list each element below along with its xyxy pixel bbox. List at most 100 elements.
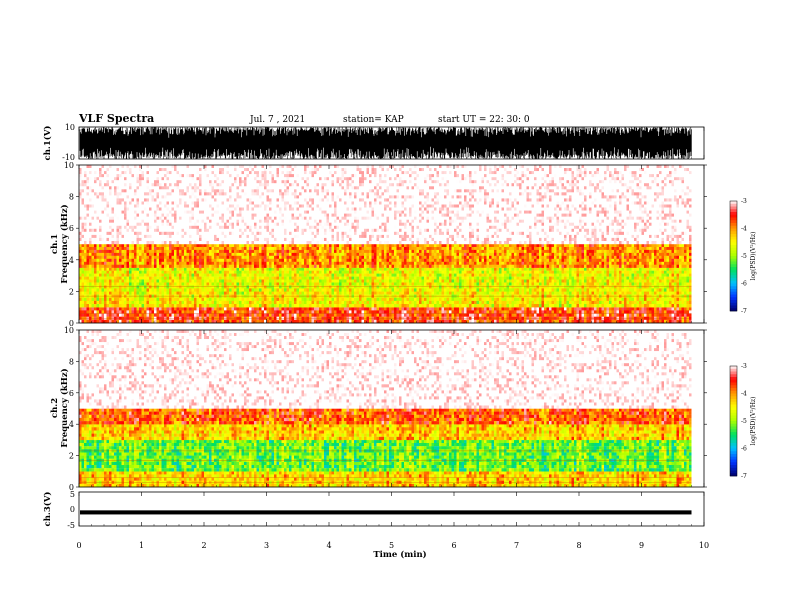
spectrogram-cell — [317, 183, 320, 186]
spectrogram-cell — [174, 202, 177, 205]
spectrogram-cell — [147, 265, 150, 268]
spectrogram-cell — [79, 238, 82, 241]
spectrogram-cell — [99, 165, 102, 168]
spectrogram-cell — [92, 304, 95, 307]
spectrogram-cell — [174, 226, 177, 229]
spectrogram-cell — [109, 226, 112, 229]
spectrogram-cell — [172, 314, 175, 317]
spectrogram-cell — [269, 247, 272, 250]
spectrogram-cell — [129, 253, 132, 256]
spectrogram-cell — [129, 238, 132, 241]
spectrogram-cell — [247, 247, 250, 250]
spectrogram-cell — [104, 307, 107, 310]
spectrogram-cell — [104, 198, 107, 201]
spectrogram-cell — [187, 202, 190, 205]
spectrogram-cell — [149, 235, 152, 238]
spectrogram-cell — [249, 259, 252, 262]
spectrogram-cell — [279, 286, 282, 289]
spectrogram-cell — [122, 214, 125, 217]
spectrogram-cell — [207, 238, 210, 241]
spectrogram-cell — [294, 177, 297, 180]
spectrogram-cell — [239, 232, 242, 235]
spectrogram-cell — [197, 186, 200, 189]
spectrogram-cell — [244, 195, 247, 198]
spectrogram-cell — [227, 217, 230, 220]
spectrogram-cell — [302, 198, 305, 201]
spectrogram-cell — [94, 253, 97, 256]
spectrogram-cell — [207, 262, 210, 265]
spectrogram-cell — [167, 238, 170, 241]
spectrogram-cell — [147, 238, 150, 241]
spectrogram-cell — [272, 238, 275, 241]
spectrogram-cell — [129, 226, 132, 229]
spectrogram-cell — [92, 244, 95, 247]
spectrogram-cell — [192, 304, 195, 307]
spectrogram-cell — [302, 314, 305, 317]
spectrogram-cell — [104, 174, 107, 177]
spectrogram-cell — [312, 244, 315, 247]
spectrogram-cell — [262, 195, 265, 198]
spectrogram-cell — [194, 202, 197, 205]
spectrogram-cell — [269, 174, 272, 177]
spectrogram-cell — [119, 265, 122, 268]
spectrogram-cell — [79, 186, 82, 189]
spectrogram-cell — [192, 171, 195, 174]
spectrogram-cell — [107, 198, 110, 201]
spectrogram-cell — [312, 271, 315, 274]
spectrogram-cell — [144, 171, 147, 174]
spectrogram-cell — [224, 283, 227, 286]
spectrogram-cell — [164, 202, 167, 205]
spectrogram-cell — [304, 262, 307, 265]
spectrogram-cell — [217, 223, 220, 226]
spectrogram-cell — [264, 202, 267, 205]
spectrogram-cell — [202, 232, 205, 235]
spectrogram-cell — [217, 288, 220, 291]
spectrogram-cell — [277, 253, 280, 256]
spectrogram-cell — [269, 171, 272, 174]
spectrogram-cell — [107, 171, 110, 174]
spectrogram-cell — [112, 238, 115, 241]
spectrogram-cell — [239, 229, 242, 232]
spectrogram-cell — [242, 183, 245, 186]
spectrogram-cell — [237, 192, 240, 195]
spectrogram-cell — [189, 280, 192, 283]
spectrogram-cell — [289, 314, 292, 317]
spectrogram-cell — [189, 256, 192, 259]
spectrogram-cell — [182, 229, 185, 232]
spectrogram-cell — [204, 214, 207, 217]
spectrogram-cell — [269, 223, 272, 226]
spectrogram-cell — [207, 183, 210, 186]
spectrogram-cell — [87, 256, 90, 259]
spectrogram-cell — [184, 286, 187, 289]
spectrogram-cell — [149, 286, 152, 289]
spectrogram-cell — [102, 271, 105, 274]
spectrogram-cell — [317, 198, 320, 201]
spectrogram-cell — [114, 274, 117, 277]
spectrogram-cell — [99, 235, 102, 238]
spectrogram-cell — [124, 208, 127, 211]
spectrogram-cell — [222, 301, 225, 304]
spectrogram-cell — [189, 214, 192, 217]
spectrogram-cell — [232, 262, 235, 265]
spectrogram-cell — [202, 217, 205, 220]
spectrogram-cell — [229, 244, 232, 247]
spectrogram-cell — [209, 214, 212, 217]
spectrogram-cell — [112, 298, 115, 301]
spectrogram-cell — [187, 165, 190, 168]
spectrogram-cell — [129, 177, 132, 180]
spectrogram-cell — [104, 192, 107, 195]
spectrogram-cell — [234, 253, 237, 256]
spectrogram-cell — [244, 192, 247, 195]
spectrogram-cell — [154, 250, 157, 253]
spectrogram-cell — [284, 238, 287, 241]
spectrogram-cell — [247, 171, 250, 174]
spectrogram-cell — [299, 298, 302, 301]
spectrogram-cell — [259, 307, 262, 310]
spectrogram-cell — [312, 229, 315, 232]
spectrogram-cell — [87, 271, 90, 274]
spectrogram-cell — [317, 217, 320, 220]
spectrogram-cell — [277, 214, 280, 217]
spectrogram-cell — [89, 180, 92, 183]
spectrogram-cell — [99, 186, 102, 189]
spectrogram-cell — [249, 214, 252, 217]
